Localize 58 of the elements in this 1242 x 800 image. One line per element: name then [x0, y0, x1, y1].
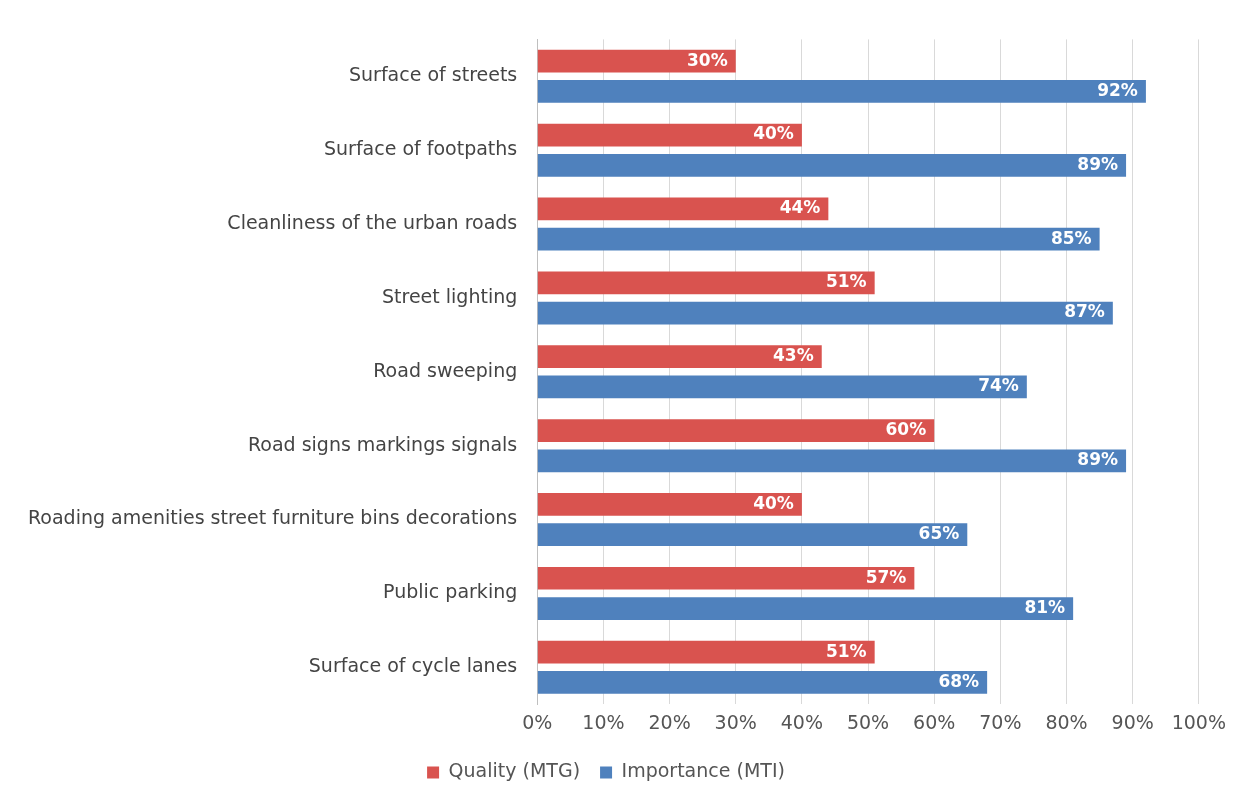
y-tick-label: Street lighting [381, 284, 518, 307]
x-tick-label: 100% [1171, 710, 1226, 733]
x-tick-label: 80% [1045, 710, 1088, 733]
legend-label: Quality (MTG) [448, 759, 581, 782]
bar [537, 597, 1074, 620]
bar [537, 419, 935, 442]
y-tick-label: Road sweeping [373, 358, 518, 381]
data-label: 40% [753, 492, 794, 513]
bar [537, 80, 1146, 103]
x-tick-label: 30% [714, 710, 757, 733]
data-label: 68% [938, 670, 980, 691]
legend-label: Importance (MTI) [621, 759, 785, 782]
y-tick-label: Road signs markings signals [247, 432, 518, 455]
x-tick-label: 0% [522, 710, 553, 733]
x-tick-label: 60% [913, 710, 956, 733]
data-label: 51% [825, 271, 867, 292]
data-label: 89% [1077, 153, 1119, 174]
bar [537, 375, 1027, 399]
data-label: 85% [1050, 227, 1092, 248]
bar [537, 640, 875, 664]
bar [537, 49, 736, 73]
data-label: 57% [865, 566, 907, 587]
bar [537, 123, 802, 147]
bar [537, 493, 802, 516]
data-label: 60% [885, 418, 927, 439]
data-label: 81% [1024, 596, 1066, 617]
data-label: 40% [753, 123, 794, 144]
y-tick-label: Surface of streets [349, 63, 518, 86]
data-label: 89% [1077, 449, 1119, 470]
data-label: 30% [687, 49, 728, 70]
bar [537, 227, 1100, 251]
data-label: 92% [1097, 79, 1138, 100]
data-label: 43% [773, 345, 814, 366]
y-tick-label: Surface of footpaths [323, 137, 518, 160]
y-tick-label: Surface of cycle lanes [308, 654, 518, 677]
x-tick-label: 50% [846, 710, 890, 733]
data-label: 65% [918, 523, 960, 544]
y-tick-label: Cleanliness of the urban roads [227, 211, 518, 233]
bar [537, 523, 968, 547]
bar [537, 345, 822, 369]
data-label: 51% [825, 640, 867, 661]
x-tick-label: 40% [780, 710, 824, 733]
bar [537, 566, 915, 590]
data-label: 44% [779, 197, 821, 218]
bar [537, 671, 988, 694]
data-label: 74% [978, 375, 1019, 396]
x-tick-label: 10% [582, 710, 625, 733]
y-tick-label: Public parking [383, 580, 518, 603]
data-label: 87% [1064, 301, 1105, 322]
x-tick-label: 70% [979, 710, 1022, 733]
y-tick-label: Roading amenities street furniture bins decorations [27, 506, 518, 529]
bar [537, 271, 875, 295]
bar [537, 449, 1127, 473]
x-tick-label: 20% [648, 710, 691, 733]
bar [537, 197, 829, 221]
bar [537, 153, 1127, 177]
bar [537, 301, 1113, 325]
x-tick-label: 90% [1111, 710, 1154, 733]
